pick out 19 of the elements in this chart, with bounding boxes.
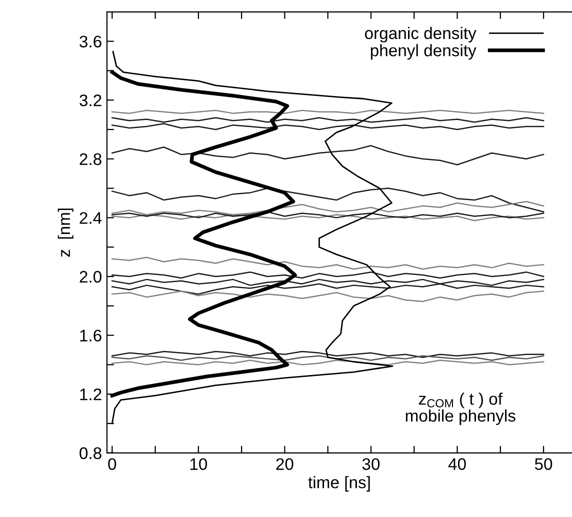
x-tick-label: 50 xyxy=(534,458,552,470)
x-tick-label: 10 xyxy=(190,458,208,470)
y-tick-label: 0.8 xyxy=(80,447,102,460)
legend-label: phenyl density xyxy=(370,44,476,60)
x-tick-label: 40 xyxy=(448,458,466,470)
y-tick-label: 2.8 xyxy=(80,153,102,166)
y-tick-label: 1.2 xyxy=(80,388,102,400)
x-tick-label: 30 xyxy=(362,458,380,470)
y-axis-title: z [nm] xyxy=(58,208,74,257)
y-tick-label: 3.2 xyxy=(80,94,102,106)
legend-label: organic density xyxy=(364,26,476,42)
annotation: z$_{COM}$ ( t ) of mobile phenyls xyxy=(406,392,516,425)
y-tick-label: 3.6 xyxy=(80,36,102,48)
x-axis-title: time [ns] xyxy=(308,476,370,492)
y-tick-label: 2.4 xyxy=(80,212,102,224)
y-tick-label: 2.0 xyxy=(80,270,102,283)
y-tick-label: 1.6 xyxy=(80,330,102,342)
x-tick-label: 20 xyxy=(276,458,294,470)
x-tick-label: 0 xyxy=(108,458,116,470)
